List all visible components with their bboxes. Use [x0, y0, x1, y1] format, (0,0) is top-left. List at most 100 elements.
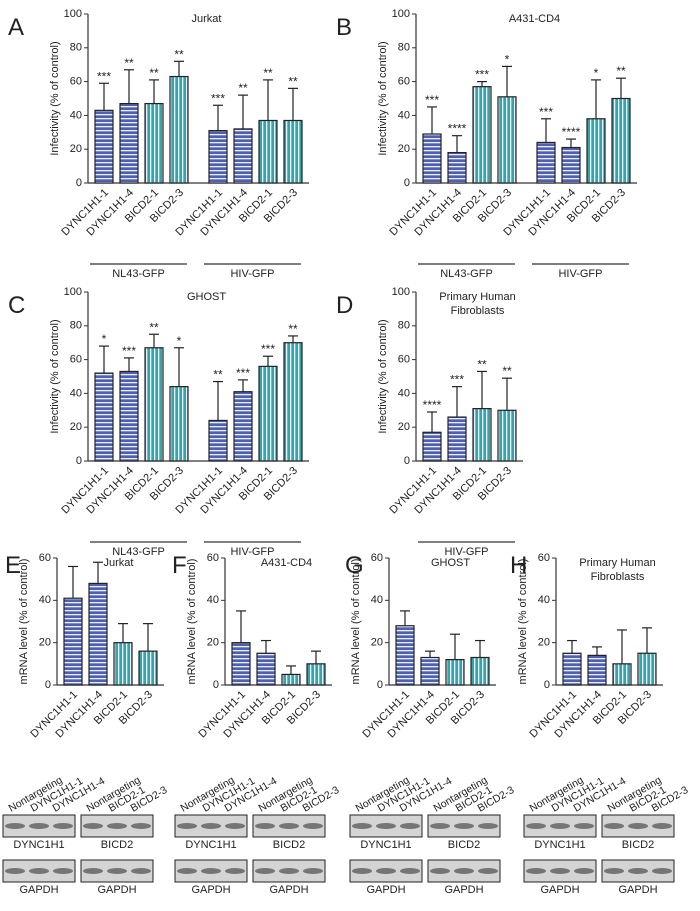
group-label: NL43-GFP [440, 268, 493, 280]
y-tick-label: 60 [398, 76, 410, 88]
protein-label: GAPDH [19, 884, 58, 896]
chart-title: Primary Human [439, 291, 515, 303]
bar [233, 391, 253, 462]
blot-band [225, 868, 245, 874]
blot-band [131, 868, 151, 874]
chart-title: A431-CD4 [261, 557, 312, 569]
y-tick-label: 100 [392, 8, 410, 20]
y-tick-label: 80 [398, 42, 410, 54]
bar [447, 416, 467, 462]
y-tick-label: 40 [398, 387, 410, 399]
chart-title: Fibroblasts [451, 305, 505, 317]
blot-band [430, 868, 450, 874]
protein-label: GAPDH [618, 884, 657, 896]
panel-letter: A [8, 14, 24, 41]
significance: **** [423, 398, 442, 412]
bar [169, 386, 189, 462]
bar [472, 86, 492, 184]
bar [587, 654, 607, 686]
y-tick-label: 20 [39, 637, 51, 649]
chart-title: A431-CD4 [509, 13, 560, 25]
y-tick-label: 20 [207, 637, 219, 649]
y-tick-label: 80 [70, 42, 82, 54]
blot-band [83, 868, 103, 874]
y-tick-label: 100 [392, 286, 410, 298]
significance: ** [502, 364, 512, 378]
blot-band [107, 823, 127, 829]
bar [138, 650, 158, 686]
blot-band [430, 823, 450, 829]
group-label: HIV-GFP [230, 546, 274, 558]
protein-label: GAPDH [97, 884, 136, 896]
y-tick-label: 100 [64, 286, 82, 298]
blot-band [29, 823, 49, 829]
significance: ** [288, 74, 298, 88]
y-tick-label: 0 [404, 177, 410, 189]
significance: * [594, 66, 599, 80]
significance: * [102, 332, 107, 346]
bar [94, 109, 114, 184]
y-tick-label: 0 [45, 679, 51, 691]
chart-title: Jurkat [192, 13, 222, 25]
protein-label: DYNC1H1 [360, 839, 411, 851]
blot-band [550, 823, 570, 829]
y-tick-label: 20 [70, 421, 82, 433]
bar [561, 146, 581, 184]
blot-band [201, 868, 221, 874]
bar [208, 130, 228, 184]
significance: * [177, 334, 182, 348]
y-tick-label: 40 [207, 594, 219, 606]
y-tick-label: 100 [64, 8, 82, 20]
blot-band [279, 823, 299, 829]
bar [231, 642, 251, 686]
bar [395, 625, 415, 686]
y-axis-label: Infectivity (% of control) [377, 319, 389, 433]
protein-label: BICD2 [448, 839, 480, 851]
panel-letter: D [336, 292, 353, 319]
significance: ** [263, 66, 273, 80]
blot-band [376, 823, 396, 829]
y-tick-label: 60 [39, 552, 51, 564]
y-tick-label: 20 [70, 143, 82, 155]
significance: ** [124, 56, 134, 70]
significance: ** [238, 81, 248, 95]
panel-letter: C [8, 292, 25, 319]
protein-label: GAPDH [269, 884, 308, 896]
protein-label: DYNC1H1 [534, 839, 585, 851]
blot-band [604, 823, 624, 829]
bar [258, 119, 278, 184]
bar [445, 658, 465, 686]
blot-band [352, 868, 372, 874]
significance: **** [562, 125, 581, 139]
y-tick-label: 60 [207, 552, 219, 564]
blot-band [376, 868, 396, 874]
blot-band [279, 868, 299, 874]
blot-band [604, 868, 624, 874]
blot-band [400, 823, 420, 829]
panel-letter: F [172, 552, 187, 579]
y-tick-label: 40 [398, 109, 410, 121]
significance: ** [174, 47, 184, 61]
y-tick-label: 0 [544, 679, 550, 691]
y-tick-label: 40 [70, 109, 82, 121]
y-tick-label: 40 [371, 594, 383, 606]
blot-band [5, 823, 25, 829]
bar [611, 97, 631, 184]
blot-band [652, 868, 672, 874]
y-tick-label: 0 [213, 679, 219, 691]
y-tick-label: 40 [39, 594, 51, 606]
significance: ** [288, 322, 298, 336]
group-label: HIV-GFP [444, 546, 488, 558]
bar [470, 656, 490, 686]
protein-label: GAPDH [191, 884, 230, 896]
group-label: HIV-GFP [558, 268, 602, 280]
y-axis-label: mRNA level (% of control) [517, 559, 529, 685]
significance: *** [539, 105, 553, 119]
panel-letter: B [336, 14, 352, 41]
significance: ** [477, 357, 487, 371]
bar [422, 133, 442, 184]
y-tick-label: 0 [404, 455, 410, 467]
significance: ** [149, 320, 159, 334]
blot-band [628, 823, 648, 829]
significance: *** [475, 68, 489, 82]
